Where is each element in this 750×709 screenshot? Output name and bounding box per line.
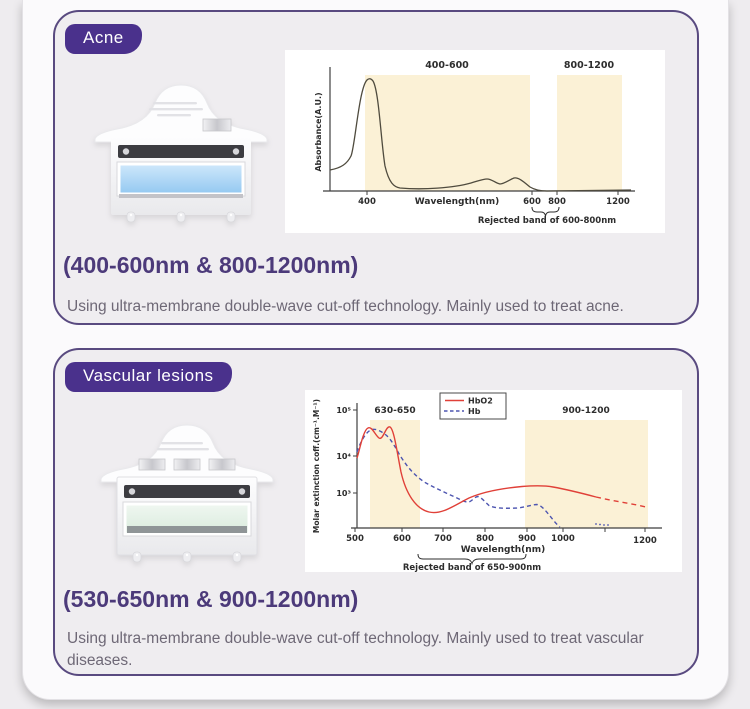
band-label-630-650: 630-650	[374, 406, 415, 416]
wavelength-headline-acne: (400-600nm & 800-1200nm)	[63, 252, 359, 278]
underbrace-650-900	[417, 553, 527, 566]
x-tick-700: 700	[434, 534, 452, 544]
device-vent-slits	[157, 442, 209, 451]
section-card-acne: Acne	[53, 10, 699, 325]
x-tick-1000: 1000	[551, 534, 575, 544]
device-vent-slits	[149, 102, 203, 117]
device-pin-dots	[129, 213, 233, 217]
hb-trailing-dots	[595, 523, 609, 526]
x-tick-600: 600	[523, 197, 541, 207]
x-tick-marks	[354, 528, 646, 532]
page-container: Acne	[22, 0, 729, 700]
y-tick-1e3: 10³	[336, 489, 351, 498]
wavelength-headline-vascular: (530-650nm & 900-1200nm)	[63, 586, 359, 612]
device-buttons	[138, 458, 236, 471]
device-glass-blue	[117, 162, 245, 196]
x-axis-label: Wavelength(nm)	[415, 197, 499, 207]
vascular-filter-device-image	[100, 424, 274, 562]
device-screws	[122, 148, 240, 155]
x-tick-900: 900	[518, 534, 536, 544]
extinction-chart-panel: 630-650 900-1200 10⁵ 10⁴ 10³	[305, 390, 682, 573]
section-tag-acne: Acne	[65, 24, 142, 54]
absorbance-chart-panel: 400-600 800-1200 400 600 800 1	[285, 50, 665, 233]
device-pin-dots	[135, 553, 239, 557]
section-card-vascular: Vascular lesions	[53, 348, 699, 676]
device-top-bar	[118, 145, 244, 158]
absorbance-curve	[329, 78, 632, 192]
chart-legend: HbO2 Hb	[439, 392, 507, 420]
description-acne: Using ultra-membrane double-wave cut-off…	[67, 298, 624, 315]
extinction-chart: 630-650 900-1200 10⁵ 10⁴ 10³	[312, 392, 662, 573]
x-axis-label: Wavelength(nm)	[461, 545, 545, 555]
underbrace-600-800	[531, 206, 560, 217]
x-tick-1200: 1200	[606, 197, 630, 207]
device-top-bar	[124, 485, 250, 498]
x-tick-1200: 1200	[633, 536, 657, 546]
rejected-band-annotation: Rejected band of 650-900nm	[403, 563, 541, 572]
x-tick-400: 400	[358, 197, 376, 207]
acne-filter-device-image	[94, 84, 268, 222]
x-tick-800: 800	[548, 197, 566, 207]
y-tick-marks	[353, 409, 357, 494]
band-label-800-1200: 800-1200	[564, 60, 615, 71]
x-tick-marks	[366, 191, 619, 195]
legend-hbo2-label: HbO2	[468, 397, 493, 406]
band-label-400-600: 400-600	[425, 60, 469, 71]
hbo2-curve-dashed	[595, 496, 647, 508]
band-label-900-1200: 900-1200	[562, 406, 610, 416]
highlight-bands	[365, 75, 622, 191]
device-pins	[126, 211, 236, 222]
legend-hb-label: Hb	[468, 407, 481, 416]
x-tick-600: 600	[393, 534, 411, 544]
rejected-band-annotation: Rejected band of 600-800nm	[478, 216, 616, 226]
y-tick-1e5: 10⁵	[336, 406, 351, 415]
section-tag-vascular: Vascular lesions	[65, 362, 232, 392]
y-tick-1e4: 10⁴	[336, 452, 351, 461]
y-axis-label: Absorbance(A.U.)	[314, 92, 323, 171]
device-glass-base	[119, 194, 243, 198]
highlight-bands	[370, 420, 648, 528]
y-axis-label: Molar extinction coff.(cm⁻¹.M⁻¹)	[312, 399, 321, 533]
axes	[351, 403, 662, 529]
absorbance-chart: 400-600 800-1200 400 600 800 1	[314, 60, 635, 226]
device-glass-base	[127, 526, 247, 533]
x-tick-800: 800	[476, 534, 494, 544]
device-glass-frame	[122, 501, 252, 537]
device-screws	[128, 488, 246, 495]
device-dome	[94, 84, 268, 143]
device-button	[202, 118, 232, 132]
device-dome	[100, 424, 274, 483]
description-vascular: Using ultra-membrane double-wave cut-off…	[67, 630, 644, 669]
device-pins	[132, 551, 242, 562]
hb-curve	[356, 428, 561, 528]
x-tick-500: 500	[346, 534, 364, 544]
hbo2-curve-solid	[356, 426, 597, 514]
